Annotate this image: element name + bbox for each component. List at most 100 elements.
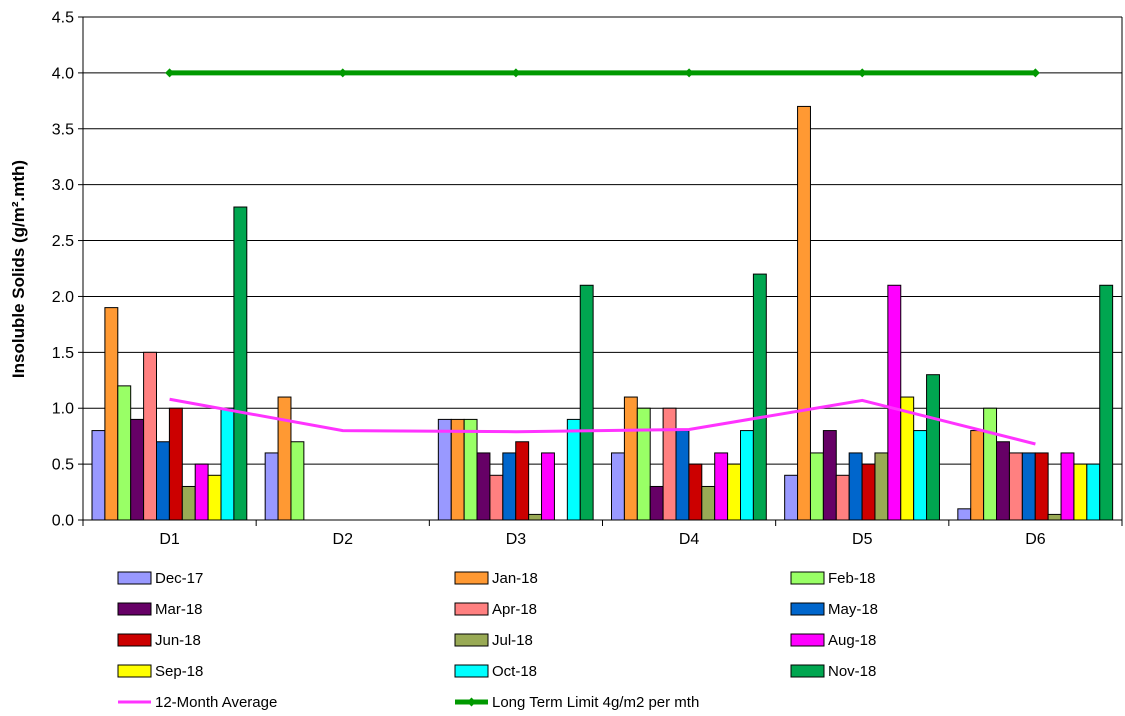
line-marker — [1031, 68, 1040, 77]
bar — [888, 285, 901, 520]
bar — [516, 442, 529, 520]
bar — [958, 509, 971, 520]
legend-label: Mar-18 — [155, 601, 203, 618]
legend-label: Aug-18 — [828, 632, 876, 649]
bar — [1048, 514, 1061, 520]
y-tick-label: 3.0 — [52, 177, 74, 194]
y-tick-label: 1.0 — [52, 401, 74, 418]
bar — [971, 431, 984, 520]
bar — [195, 464, 208, 520]
legend-label: Long Term Limit 4g/m2 per mth — [492, 694, 699, 711]
x-tick-label: D3 — [506, 531, 527, 548]
y-tick-label: 0.5 — [52, 457, 74, 474]
bar — [1009, 453, 1022, 520]
bar — [836, 475, 849, 520]
x-tick-label: D1 — [159, 531, 180, 548]
series-lines — [165, 68, 1040, 444]
line-marker — [511, 68, 520, 77]
bar — [464, 419, 477, 520]
bar — [1074, 464, 1087, 520]
bar — [927, 375, 940, 520]
x-tick-label: D2 — [333, 531, 354, 548]
legend-label: Jul-18 — [492, 632, 533, 649]
bar — [1100, 285, 1113, 520]
legend-label: 12-Month Average — [155, 694, 277, 711]
y-axis-title: Insoluble Solids (g/m².mth) — [9, 160, 28, 378]
bar — [490, 475, 503, 520]
bar — [663, 408, 676, 520]
legend-swatch — [791, 572, 824, 584]
bar — [612, 453, 625, 520]
legend-label: Dec-17 — [155, 570, 203, 587]
legend-label: Jun-18 — [155, 632, 201, 649]
bar — [785, 475, 798, 520]
y-tick-label: 4.5 — [52, 10, 74, 27]
bar — [702, 486, 715, 520]
x-tick-label: D5 — [852, 531, 873, 548]
x-tick-label: D4 — [679, 531, 700, 548]
bar — [753, 274, 766, 520]
bar — [810, 453, 823, 520]
bar — [1035, 453, 1048, 520]
bar — [676, 431, 689, 520]
bar — [862, 464, 875, 520]
bar — [689, 464, 702, 520]
bar — [208, 475, 221, 520]
bar — [144, 352, 157, 520]
legend-label: Jan-18 — [492, 570, 538, 587]
line-marker — [338, 68, 347, 77]
bar — [741, 431, 754, 520]
bar — [182, 486, 195, 520]
bar — [1061, 453, 1074, 520]
legend-marker — [467, 698, 476, 707]
legend-swatch — [118, 572, 151, 584]
bar — [637, 408, 650, 520]
bar — [157, 442, 170, 520]
bar — [477, 453, 490, 520]
bar — [624, 397, 637, 520]
bar — [650, 486, 663, 520]
legend-label: Nov-18 — [828, 663, 876, 680]
line-marker — [685, 68, 694, 77]
bar — [849, 453, 862, 520]
y-tick-label: 4.0 — [52, 65, 74, 82]
bar — [715, 453, 728, 520]
bar — [221, 408, 234, 520]
bar — [265, 453, 278, 520]
legend-swatch — [791, 634, 824, 646]
bar — [291, 442, 304, 520]
bar — [1087, 464, 1100, 520]
y-tick-label: 2.0 — [52, 289, 74, 306]
bar — [92, 431, 105, 520]
bar — [798, 106, 811, 520]
y-tick-label: 0.0 — [52, 513, 74, 530]
bar — [503, 453, 516, 520]
y-tick-label: 3.5 — [52, 121, 74, 138]
legend-swatch — [791, 665, 824, 677]
bar — [451, 419, 464, 520]
bar — [542, 453, 555, 520]
bar — [984, 408, 997, 520]
bar — [118, 386, 131, 520]
bar — [169, 408, 182, 520]
line-marker — [165, 68, 174, 77]
bar — [234, 207, 247, 520]
legend-label: Oct-18 — [492, 663, 537, 680]
legend: Dec-17 Jan-18 Feb-18Mar-18 Apr-18 May-18Jun-… — [118, 570, 878, 711]
bar — [875, 453, 888, 520]
legend-label: Sep-18 — [155, 663, 203, 680]
bars — [92, 106, 1113, 520]
bar — [278, 397, 291, 520]
legend-label: May-18 — [828, 601, 878, 618]
x-tick-label: D6 — [1025, 531, 1046, 548]
bar — [823, 431, 836, 520]
bar — [728, 464, 741, 520]
bar — [997, 442, 1010, 520]
legend-swatch — [455, 665, 488, 677]
legend-swatch — [455, 634, 488, 646]
bar — [438, 419, 451, 520]
bar — [529, 514, 542, 520]
bar — [580, 285, 593, 520]
bar — [901, 397, 914, 520]
